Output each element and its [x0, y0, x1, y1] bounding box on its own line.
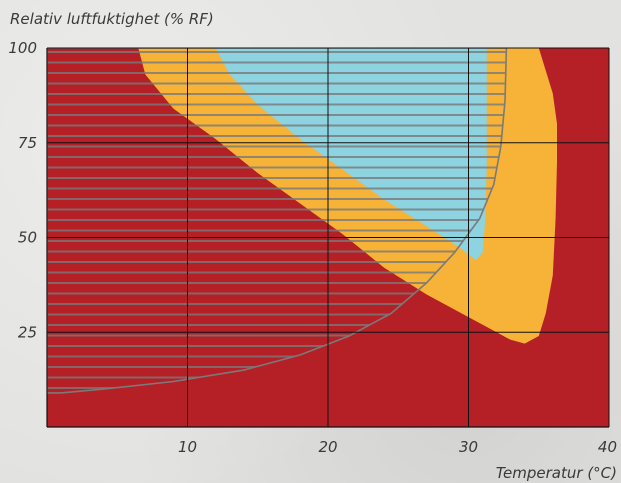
x-tick-label: 10: [178, 438, 197, 456]
hatched-region-outline: [47, 48, 508, 394]
y-tick-label: 100: [8, 39, 37, 57]
x-tick-label: 20: [318, 438, 337, 456]
x-tick-label: 30: [459, 438, 478, 456]
x-tick-label: 40: [598, 438, 617, 456]
zone-blue-zone: [215, 48, 487, 261]
x-axis-label: Temperatur (°C): [496, 464, 617, 482]
y-axis-label: Relativ luftfuktighet (% RF): [10, 10, 214, 28]
y-tick-label: 50: [18, 229, 37, 247]
y-tick-label: 75: [18, 134, 37, 152]
tick-labels: 10 20 30 40 25 50 75 100: [8, 39, 617, 456]
grid-lines: [46, 47, 610, 428]
y-tick-label: 25: [18, 323, 37, 341]
